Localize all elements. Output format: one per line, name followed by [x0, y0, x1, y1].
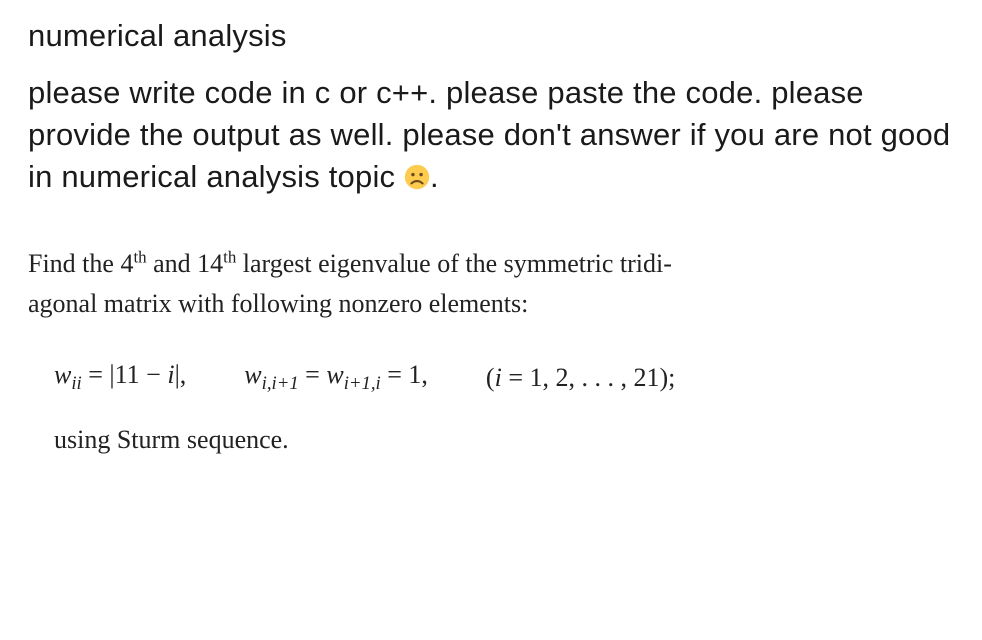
formula-offdiagonal: wi,i+1 = wi+1,i = 1,	[244, 360, 428, 395]
closing-text: using Sturm sequence.	[54, 425, 954, 455]
off-w2: w	[326, 360, 343, 389]
problem-d: th	[223, 247, 236, 266]
instructions-part1: please write code in c or c++. please pa…	[28, 75, 950, 194]
diag-end: |,	[175, 360, 187, 389]
instructions-text: please write code in c or c++. please pa…	[28, 72, 954, 198]
off-eq2: = 1,	[381, 360, 428, 389]
instructions-part2: .	[430, 159, 439, 194]
range-open: (	[486, 363, 495, 392]
problem-e: largest eigenvalue of the symmetric trid…	[236, 249, 672, 278]
off-s1: i,i+1	[262, 373, 299, 394]
formula-range: (i = 1, 2, . . . , 21);	[486, 363, 675, 393]
problem-c: and 14	[147, 249, 224, 278]
range-rest: = 1, 2, . . . , 21);	[502, 363, 676, 392]
problem-a: Find the 4	[28, 249, 133, 278]
frowning-face-icon	[404, 159, 430, 185]
formula-diagonal: wii = |11 − i|,	[54, 360, 186, 395]
off-s2: i+1,i	[344, 373, 381, 394]
formula-row: wii = |11 − i|, wi,i+1 = wi+1,i = 1, (i …	[54, 360, 954, 395]
diag-w: w	[54, 360, 71, 389]
diag-eq: = |11 −	[82, 360, 168, 389]
page-title: numerical analysis	[28, 18, 954, 54]
problem-b: th	[133, 247, 146, 266]
off-w1: w	[244, 360, 261, 389]
diag-i: i	[167, 360, 174, 389]
off-eq1: =	[299, 360, 327, 389]
problem-statement: Find the 4th and 14th largest eigenvalue…	[28, 244, 954, 325]
problem-f: agonal matrix with following nonzero ele…	[28, 289, 528, 318]
range-i: i	[495, 363, 502, 392]
diag-ii: ii	[71, 373, 81, 394]
